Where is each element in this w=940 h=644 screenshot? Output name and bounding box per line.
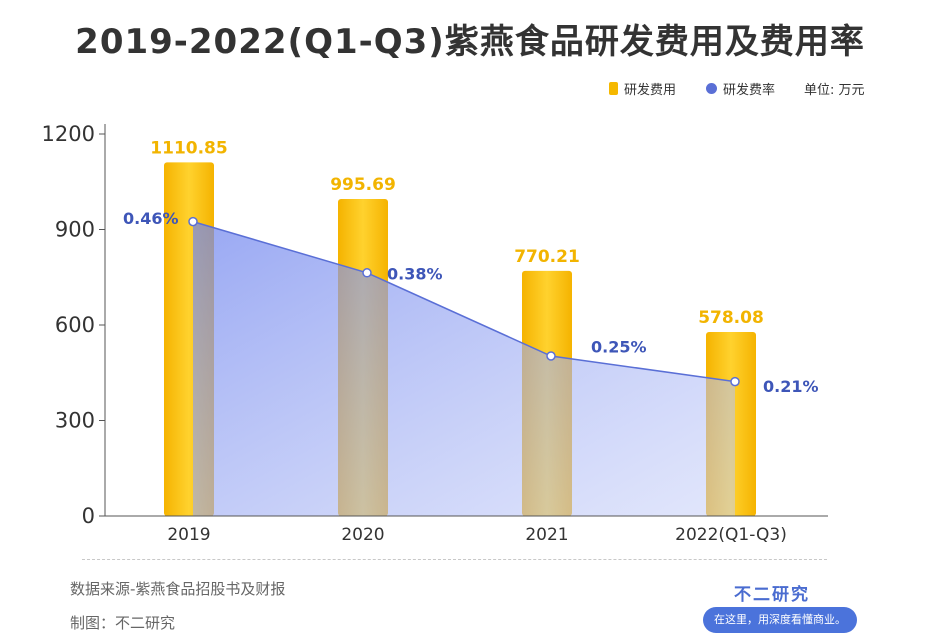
x-tick-label: 2019 (167, 525, 210, 545)
y-tick-label: 1200 (42, 122, 95, 146)
chart-title: 2019-2022(Q1-Q3)紫燕食品研发费用及费用率 (75, 22, 865, 62)
bar-value-label: 770.21 (514, 247, 580, 267)
legend: 研发费用 研发费率 单位: 万元 (0, 79, 940, 99)
legend-bar-label: 研发费用 (624, 83, 677, 98)
x-tick-label: 2022(Q1-Q3) (675, 525, 787, 545)
rate-point (188, 216, 198, 227)
rate-area (193, 221, 735, 516)
bar-value-label: 995.69 (330, 175, 396, 195)
legend-item-bar: 研发费用 (609, 79, 676, 98)
data-source: 数据来源-紫燕食品招股书及财报 (70, 580, 286, 598)
y-tick-label: 900 (55, 218, 95, 242)
rate-point (546, 351, 556, 361)
rate-value-label: 0.21% (763, 377, 819, 396)
x-tick-label: 2020 (341, 525, 384, 545)
legend-line-swatch (706, 83, 717, 94)
rate-value-label: 0.25% (591, 338, 647, 357)
legend-line-label: 研发费率 (723, 83, 776, 98)
y-tick-label: 0 (82, 504, 95, 528)
bar-value-label: 578.08 (698, 308, 764, 328)
legend-bar-swatch (609, 82, 618, 95)
rate-point (730, 376, 740, 387)
brand-slogan: 在这里，用深度看懂商业。 (703, 607, 857, 633)
y-tick-label: 300 (55, 409, 95, 433)
rate-value-label: 0.46% (123, 209, 179, 228)
rate-point (362, 268, 372, 278)
footer-divider (82, 559, 827, 560)
legend-item-line: 研发费率 (706, 79, 775, 98)
brand-logo: 不二研究 (734, 585, 810, 605)
unit-label: 单位: 万元 (804, 83, 865, 98)
bar-value-label: 1110.85 (150, 138, 227, 158)
x-tick-label: 2021 (525, 525, 568, 545)
rate-value-label: 0.38% (387, 264, 443, 283)
rate-line (192, 220, 736, 383)
y-tick-label: 600 (55, 313, 95, 337)
chart-maker: 制图：不二研究 (70, 614, 176, 632)
